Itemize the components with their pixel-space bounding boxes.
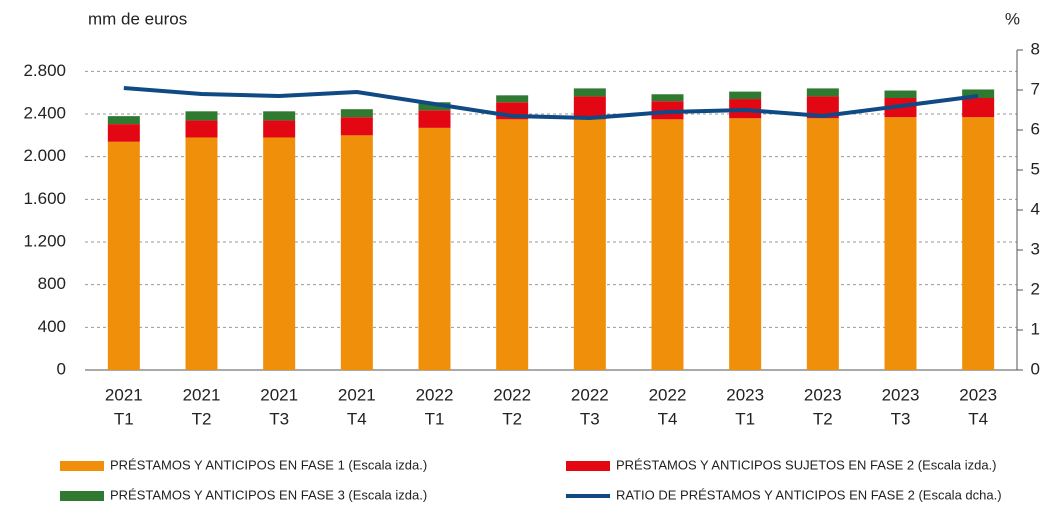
x-tick-label: T3	[269, 409, 289, 428]
x-tick-label: 2022	[649, 385, 687, 404]
y-tick-label: 2.000	[23, 146, 66, 165]
line	[123, 86, 979, 120]
bar	[340, 109, 373, 118]
bar	[263, 120, 296, 138]
bar	[651, 94, 684, 102]
x-tick-label: 2023	[959, 385, 997, 404]
bar	[729, 118, 762, 371]
bar	[107, 141, 140, 370]
y2-tick-label: 0	[1031, 359, 1040, 378]
bar	[185, 111, 218, 121]
y2-tick-label: 5	[1031, 159, 1040, 178]
bar	[340, 135, 373, 370]
x-tick-label: T3	[891, 409, 911, 428]
y-tick-label: 1.200	[23, 231, 66, 250]
bar	[340, 117, 373, 136]
y-tick-label: 2.800	[23, 61, 66, 80]
bar	[884, 117, 917, 370]
bar	[962, 98, 995, 118]
bar	[263, 111, 296, 121]
y2-tick-label: 7	[1031, 79, 1040, 98]
y-tick-label: 1.600	[23, 189, 66, 208]
x-tick-label: 2021	[105, 385, 143, 404]
y2-tick-label: 2	[1031, 279, 1040, 298]
y2-tick-label: 1	[1031, 319, 1040, 338]
y2-tick-label: 8	[1031, 39, 1040, 58]
x-tick-label: T2	[813, 409, 833, 428]
x-tick-label: T4	[968, 409, 988, 428]
bar	[418, 127, 451, 370]
bar	[962, 117, 995, 370]
x-tick-label: T3	[580, 409, 600, 428]
bar	[496, 95, 529, 103]
x-tick-label: T4	[347, 409, 367, 428]
bar	[729, 91, 762, 100]
x-tick-label: 2021	[338, 385, 376, 404]
bar	[651, 119, 684, 370]
legend-swatch	[566, 461, 610, 471]
y-tick-label: 2.400	[23, 103, 66, 122]
x-tick-label: 2022	[571, 385, 609, 404]
x-tick-label: 2023	[882, 385, 920, 404]
bar	[573, 88, 606, 97]
bar	[573, 119, 606, 370]
y-tick-label: 800	[38, 274, 66, 293]
y2-tick-label: 3	[1031, 239, 1040, 258]
y-tick-label: 0	[57, 359, 66, 378]
legend-swatch	[60, 491, 104, 501]
y2-axis-label: %	[1005, 9, 1020, 28]
bar	[573, 96, 606, 120]
bar	[418, 110, 451, 128]
bar	[806, 88, 839, 97]
y2-tick-label: 4	[1031, 199, 1040, 218]
y2-tick-label: 6	[1031, 119, 1040, 138]
x-tick-label: T1	[425, 409, 445, 428]
bar	[418, 102, 451, 111]
x-tick-label: 2022	[493, 385, 531, 404]
bar	[806, 118, 839, 371]
bar	[884, 90, 917, 98]
x-tick-label: 2023	[726, 385, 764, 404]
legend-label: PRÉSTAMOS Y ANTICIPOS EN FASE 1 (Escala …	[110, 457, 427, 472]
y-tick-label: 400	[38, 317, 66, 336]
y-axis-label: mm de euros	[88, 9, 187, 28]
bar	[107, 116, 140, 125]
legend-label: PRÉSTAMOS Y ANTICIPOS SUJETOS EN FASE 2 …	[616, 457, 997, 472]
legend-swatch	[60, 461, 104, 471]
x-tick-label: T4	[658, 409, 678, 428]
x-tick-label: 2021	[183, 385, 221, 404]
bar	[185, 120, 218, 138]
bar	[185, 137, 218, 370]
bar	[806, 96, 839, 119]
legend-label: PRÉSTAMOS Y ANTICIPOS EN FASE 3 (Escala …	[110, 487, 427, 502]
x-tick-label: 2023	[804, 385, 842, 404]
bar	[962, 89, 995, 98]
x-tick-label: 2021	[260, 385, 298, 404]
x-tick-label: T2	[502, 409, 522, 428]
bar	[107, 124, 140, 142]
bar	[496, 119, 529, 370]
x-tick-label: T1	[735, 409, 755, 428]
x-tick-label: T2	[192, 409, 212, 428]
legend-label: RATIO DE PRÉSTAMOS Y ANTICIPOS EN FASE 2…	[616, 487, 1002, 502]
x-tick-label: 2022	[416, 385, 454, 404]
bar	[263, 137, 296, 370]
x-tick-label: T1	[114, 409, 134, 428]
